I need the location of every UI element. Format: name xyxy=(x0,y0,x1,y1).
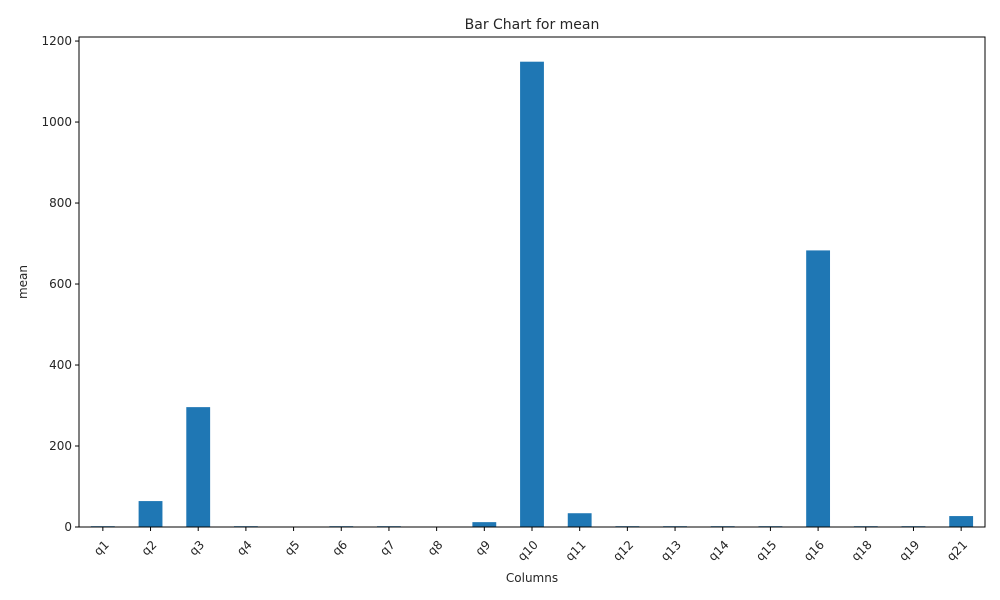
y-axis: 0 200 400 600 800 1000 1200 xyxy=(41,34,79,534)
bar-q2 xyxy=(138,501,163,527)
bar-q11 xyxy=(567,513,592,527)
y-tick-label-200: 200 xyxy=(49,439,72,453)
bars-group xyxy=(90,61,974,527)
bar-q10 xyxy=(520,61,544,527)
y-tick-label-1200: 1200 xyxy=(41,34,72,48)
bar-q9 xyxy=(472,522,497,527)
y-tick-label-800: 800 xyxy=(49,196,72,210)
y-tick-label-1000: 1000 xyxy=(41,115,72,129)
bar-q3 xyxy=(186,407,211,527)
y-tick-label-0: 0 xyxy=(64,520,72,534)
bar-q16 xyxy=(806,250,831,527)
y-tick-label-400: 400 xyxy=(49,358,72,372)
bar-q21 xyxy=(949,516,974,527)
chart-title: Bar Chart for mean xyxy=(465,17,600,33)
y-tick-label-600: 600 xyxy=(49,277,72,291)
x-axis-label: Columns xyxy=(506,571,558,585)
y-axis-label: mean xyxy=(16,265,30,299)
